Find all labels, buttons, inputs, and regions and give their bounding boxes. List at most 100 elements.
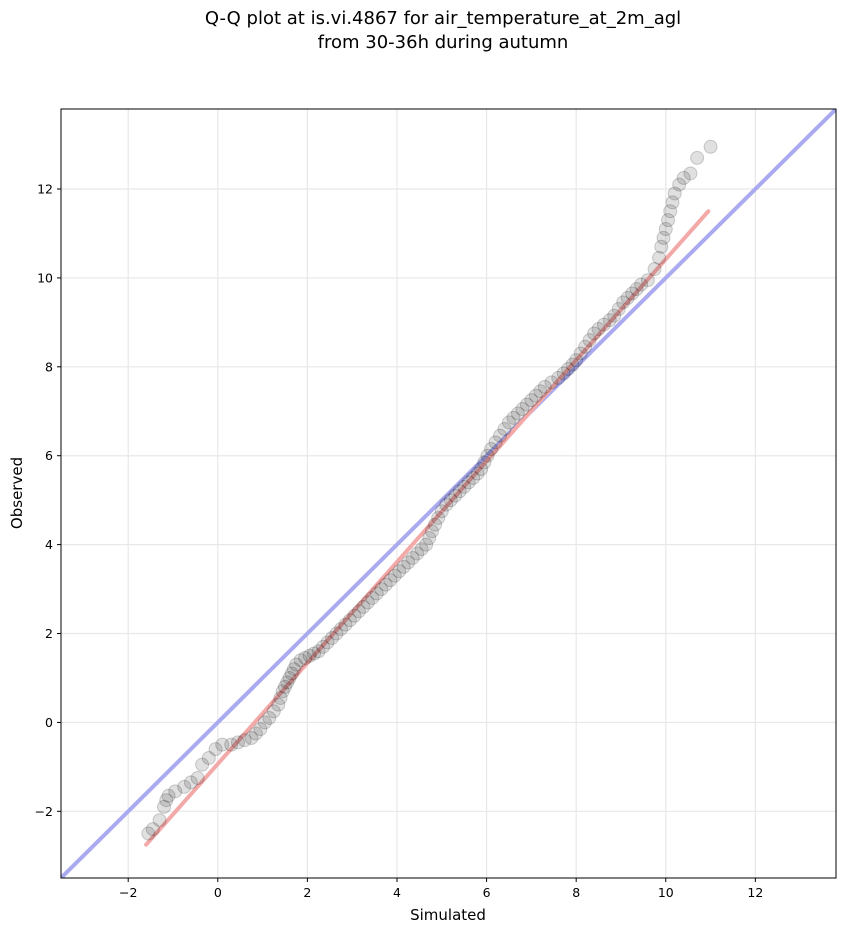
data-point	[280, 675, 295, 690]
x-tick-label: 2	[303, 885, 311, 900]
data-point	[316, 639, 331, 654]
grid	[61, 109, 836, 878]
data-point	[607, 308, 622, 323]
data-point	[658, 222, 673, 237]
data-point	[497, 422, 512, 437]
y-tick-label: 8	[45, 359, 53, 374]
y-axis-ticks: −2 0 2 4 6 8 10 12	[35, 182, 61, 819]
data-point	[387, 568, 402, 583]
data-point	[431, 510, 446, 525]
data-point	[168, 784, 183, 799]
data-point	[561, 362, 576, 377]
y-tick-label: 0	[45, 715, 53, 730]
data-point	[266, 704, 281, 719]
data-point	[293, 653, 308, 668]
data-point	[620, 290, 635, 305]
data-point	[360, 595, 375, 610]
x-tick-label: 4	[393, 885, 401, 900]
chart-title: Q-Q plot at is.vi.4867 for air_temperatu…	[205, 8, 681, 29]
data-point	[190, 770, 205, 785]
data-point	[488, 435, 503, 450]
data-point	[474, 462, 489, 477]
data-point	[439, 497, 454, 512]
data-point	[506, 410, 521, 425]
plot-lines	[61, 109, 836, 878]
data-point	[401, 555, 416, 570]
data-point	[237, 733, 252, 748]
data-point	[683, 166, 698, 181]
data-point	[667, 186, 682, 201]
data-point	[414, 542, 429, 557]
data-point	[528, 388, 543, 403]
data-point	[524, 393, 539, 408]
data-point	[378, 577, 393, 592]
data-point	[519, 397, 534, 412]
data-point	[515, 402, 530, 417]
data-point	[647, 262, 662, 277]
y-tick-label: 10	[37, 270, 53, 285]
data-point	[342, 613, 357, 628]
data-point	[374, 582, 389, 597]
data-point	[654, 239, 669, 254]
data-point	[244, 730, 259, 745]
data-point	[405, 550, 420, 565]
data-point	[396, 559, 411, 574]
data-point	[587, 326, 602, 341]
data-point	[457, 479, 472, 494]
data-point	[286, 662, 301, 677]
data-point	[640, 273, 655, 288]
data-point	[663, 204, 678, 219]
data-point	[424, 524, 439, 539]
data-point	[195, 757, 210, 772]
data-point	[672, 177, 687, 192]
data-point	[157, 799, 172, 814]
data-point	[629, 282, 644, 297]
data-point	[224, 737, 239, 752]
data-point	[501, 415, 516, 430]
y-tick-label: 6	[45, 448, 53, 463]
data-point	[493, 428, 508, 443]
data-point	[284, 666, 299, 681]
data-point	[271, 697, 286, 712]
data-point	[461, 475, 476, 490]
data-point	[333, 622, 348, 637]
data-point	[392, 564, 407, 579]
x-tick-label: 6	[483, 885, 491, 900]
fit-line	[144, 209, 711, 847]
data-point	[484, 442, 499, 457]
data-point	[152, 813, 167, 828]
data-point	[365, 590, 380, 605]
data-point	[422, 530, 437, 545]
data-point	[661, 213, 676, 228]
chart-subtitle: from 30-36h during autumn	[318, 32, 569, 53]
data-point	[703, 139, 718, 154]
data-point	[443, 493, 458, 508]
data-point	[602, 313, 617, 328]
x-tick-label: 8	[572, 885, 580, 900]
data-point	[578, 339, 593, 354]
data-point	[302, 648, 317, 663]
data-point	[565, 357, 580, 372]
data-point	[248, 726, 263, 741]
data-point	[551, 370, 566, 385]
data-point	[477, 455, 492, 470]
data-point	[676, 170, 691, 185]
data-point	[410, 546, 425, 561]
data-point	[338, 617, 353, 632]
data-point	[591, 322, 606, 337]
x-tick-label: 0	[214, 885, 222, 900]
data-point	[369, 586, 384, 601]
data-point	[273, 690, 288, 705]
data-point	[159, 793, 174, 808]
data-point	[298, 650, 313, 665]
data-point	[616, 295, 631, 310]
data-point	[356, 599, 371, 614]
data-point	[625, 286, 640, 301]
data-point	[537, 379, 552, 394]
data-point	[230, 735, 245, 750]
data-point	[351, 604, 366, 619]
x-tick-label: 12	[747, 885, 763, 900]
data-point	[329, 626, 344, 641]
data-point	[183, 775, 198, 790]
